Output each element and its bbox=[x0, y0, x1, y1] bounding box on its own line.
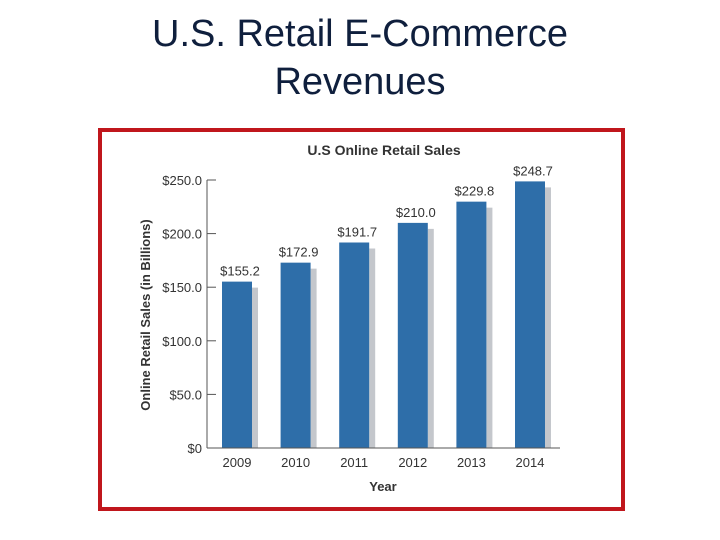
chart-title: U.S Online Retail Sales bbox=[307, 142, 460, 158]
y-tick-label: $100.0 bbox=[162, 334, 202, 349]
bar-value-label: $191.7 bbox=[337, 224, 377, 239]
bar-value-label: $210.0 bbox=[396, 205, 436, 220]
bar-value-label: $229.8 bbox=[455, 184, 495, 199]
bar bbox=[397, 222, 428, 448]
y-tick-label: $200.0 bbox=[162, 227, 202, 242]
y-tick-label: $50.0 bbox=[169, 387, 202, 402]
y-tick-label: $0 bbox=[188, 441, 202, 456]
bar-shadow bbox=[545, 187, 551, 448]
x-axis-title: Year bbox=[369, 479, 396, 494]
slide-title-line-2: Revenues bbox=[274, 61, 446, 103]
bar bbox=[456, 201, 487, 448]
bar bbox=[222, 281, 252, 448]
x-tick-label: 2014 bbox=[516, 455, 545, 470]
bar-shadow bbox=[369, 248, 376, 448]
x-tick-label: 2012 bbox=[398, 455, 427, 470]
y-tick-label: $150.0 bbox=[162, 280, 202, 295]
x-axis: 2009 2010 2011 2012 2013 2014 bbox=[207, 447, 560, 470]
bar bbox=[515, 181, 545, 448]
x-tick-label: 2011 bbox=[340, 455, 368, 470]
bars: $155.2 $172.9 $191.7 $210.0 $229.8 $248.7 bbox=[220, 163, 553, 448]
bar-shadow bbox=[486, 207, 493, 448]
bar bbox=[339, 242, 370, 448]
slide-title-line-1: U.S. Retail E-Commerce bbox=[152, 13, 568, 55]
y-axis: $0 $50.0 $100.0 $150.0 $200.0 $250.0 bbox=[162, 173, 216, 456]
y-tick-label: $250.0 bbox=[162, 173, 202, 188]
bar bbox=[280, 262, 311, 448]
bar-shadow bbox=[427, 228, 434, 448]
x-tick-label: 2010 bbox=[281, 455, 310, 470]
slide-title: U.S. Retail E-Commerce Revenues bbox=[0, 10, 720, 106]
bar-shadow bbox=[310, 268, 317, 448]
x-tick-label: 2009 bbox=[223, 455, 252, 470]
y-axis-title: Online Retail Sales (in Billions) bbox=[138, 219, 153, 410]
bar-value-label: $155.2 bbox=[220, 264, 260, 279]
x-tick-label: 2013 bbox=[457, 455, 486, 470]
bar-value-label: $172.9 bbox=[279, 245, 319, 260]
bar-shadow bbox=[252, 287, 258, 448]
bar-value-label: $248.7 bbox=[513, 163, 553, 178]
